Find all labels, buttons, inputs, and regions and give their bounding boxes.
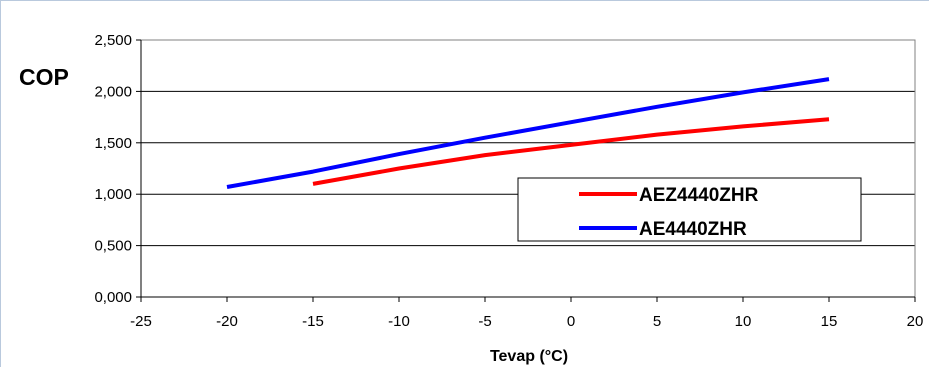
y-tick-label: 0,000 bbox=[94, 289, 132, 306]
y-tick-label: 2,000 bbox=[94, 83, 132, 100]
x-tick-label: 10 bbox=[735, 313, 752, 330]
x-tick-label: 15 bbox=[821, 313, 838, 330]
tick-labels: 0,000 0,500 1,000 1,500 2,000 2,500 -25 -20 -15 -… bbox=[94, 32, 923, 330]
y-tick-label: 2,500 bbox=[94, 32, 132, 49]
y-tick-label: 0,500 bbox=[94, 238, 132, 255]
x-tick-label: -25 bbox=[130, 313, 152, 330]
x-tick-label: -10 bbox=[388, 313, 410, 330]
legend-box bbox=[517, 177, 862, 242]
y-axis-title: COP bbox=[19, 64, 69, 90]
x-axis-title: Tevap (°C) bbox=[490, 348, 568, 365]
series-line-ae4440zhr bbox=[226, 77, 830, 189]
x-tick-label: 0 bbox=[567, 313, 575, 330]
series-lines bbox=[226, 77, 830, 189]
x-tick-label: -20 bbox=[216, 313, 238, 330]
plot-area bbox=[140, 39, 916, 298]
y-tick-label: 1,000 bbox=[94, 186, 132, 203]
axis-ticks bbox=[136, 39, 916, 302]
legend-label-aez4440zhr: AEZ4440ZHR bbox=[639, 185, 759, 206]
legend-label-ae4440zhr: AE4440ZHR bbox=[639, 219, 747, 240]
x-tick-label: -15 bbox=[302, 313, 324, 330]
series-line-aez4440zhr bbox=[312, 117, 830, 186]
x-tick-label: -5 bbox=[478, 313, 491, 330]
x-tick-label: 20 bbox=[907, 313, 924, 330]
y-tick-label: 1,500 bbox=[94, 135, 132, 152]
legend: AEZ4440ZHR AE4440ZHR bbox=[517, 177, 862, 242]
x-tick-label: 5 bbox=[653, 313, 661, 330]
